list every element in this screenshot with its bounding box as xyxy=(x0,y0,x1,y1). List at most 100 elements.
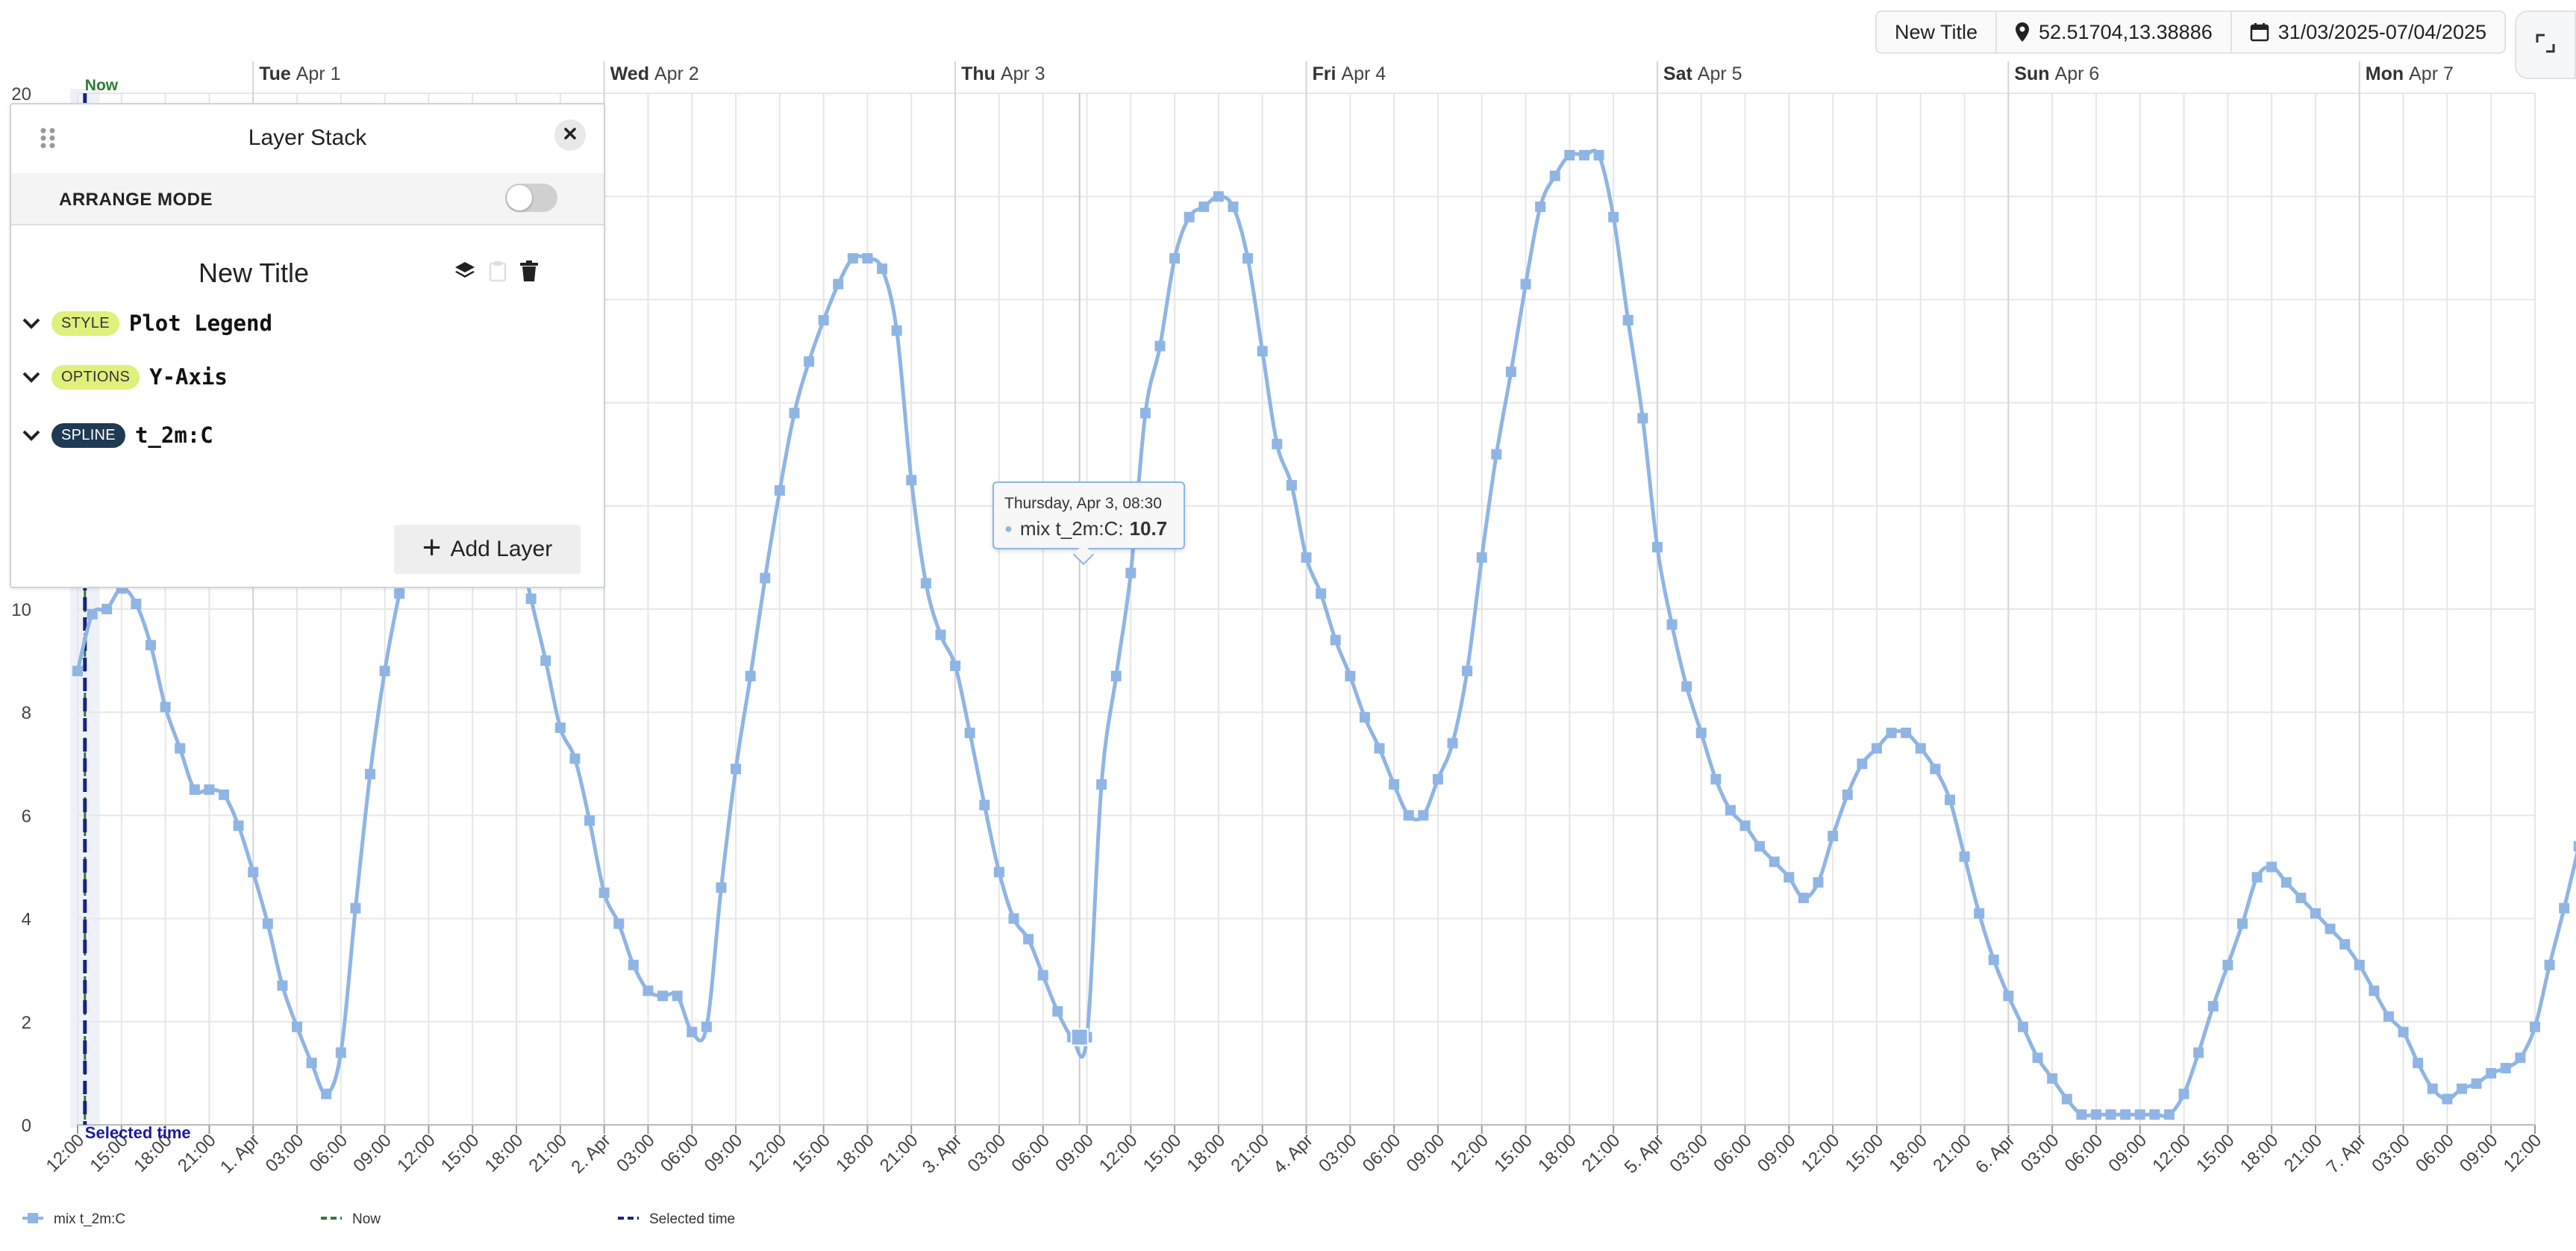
data-point xyxy=(613,918,625,929)
day-name: Fri xyxy=(1313,63,1342,84)
add-layer-button[interactable]: + Add Layer xyxy=(394,525,581,574)
series-dot-icon: ● xyxy=(1004,521,1013,536)
y-tick-label: 6 xyxy=(22,806,31,826)
location-label: 52.51704,13.38886 xyxy=(2039,20,2213,43)
arrange-mode-label: ARRANGE MODE xyxy=(59,190,213,210)
y-tick-label: 8 xyxy=(22,703,31,723)
data-point xyxy=(1769,856,1780,867)
data-point xyxy=(2090,1109,2101,1120)
x-tick-label: 09:00 xyxy=(2104,1130,2151,1176)
data-point xyxy=(1681,681,1692,692)
data-point xyxy=(2486,1067,2497,1079)
data-point xyxy=(292,1021,303,1032)
x-tick-label: 09:00 xyxy=(701,1130,747,1176)
data-point xyxy=(701,1021,712,1032)
data-point xyxy=(72,665,83,676)
data-point xyxy=(262,918,273,929)
location-button[interactable]: 52.51704,13.38886 xyxy=(1997,12,2232,52)
tooltip-series-line: ● mix t_2m:C: 10.7 xyxy=(1004,517,1167,540)
legend-marker xyxy=(28,1213,38,1223)
day-date: Apr 6 xyxy=(2055,63,2100,84)
x-tick-label: 21:00 xyxy=(1578,1130,1625,1176)
data-point xyxy=(862,253,873,264)
data-point xyxy=(1154,340,1166,352)
data-point xyxy=(1242,253,1254,264)
data-point xyxy=(2032,1052,2043,1064)
x-tick-label: 03:00 xyxy=(2017,1130,2063,1176)
data-point xyxy=(1828,831,1839,842)
layer-item-y-axis[interactable]: OPTIONS Y-Axis xyxy=(22,364,228,390)
x-tick-label: 06:00 xyxy=(1359,1130,1405,1176)
data-point xyxy=(160,702,171,713)
arrange-mode-toggle[interactable] xyxy=(505,184,557,212)
data-point xyxy=(2500,1062,2511,1073)
drag-handle-icon[interactable] xyxy=(40,127,56,153)
x-tick-label: 15:00 xyxy=(1490,1130,1536,1176)
y-tick-label: 10 xyxy=(11,600,31,620)
x-tick-label: 12:00 xyxy=(1798,1130,1844,1176)
data-point xyxy=(146,640,157,651)
data-point xyxy=(1608,211,1619,222)
trash-icon[interactable] xyxy=(519,260,539,282)
data-point xyxy=(1389,779,1400,790)
data-point xyxy=(1374,743,1385,754)
data-point xyxy=(1754,840,1766,852)
top-toolbar: New Title 52.51704,13.38886 31/03/2025-0… xyxy=(1875,10,2506,54)
expand-icon xyxy=(2534,32,2557,58)
data-point xyxy=(1257,346,1268,357)
layer-item-t2m[interactable]: SPLINE t_2m:C xyxy=(22,422,213,448)
chart-tooltip: Thursday, Apr 3, 08:30 ● mix t_2m:C: 10.… xyxy=(992,481,1185,566)
x-tick-label: 15:00 xyxy=(1139,1130,1186,1176)
day-header: Wed Apr 2 xyxy=(610,63,699,84)
hovered-data-point xyxy=(1070,1028,1089,1046)
day-date: Apr 1 xyxy=(296,63,341,84)
chevron-down-icon[interactable] xyxy=(22,370,41,384)
chevron-down-icon[interactable] xyxy=(22,428,41,442)
data-point xyxy=(2207,1001,2219,1012)
data-point xyxy=(2134,1109,2145,1120)
day-date: Apr 4 xyxy=(1341,63,1386,84)
data-point xyxy=(789,408,800,419)
x-tick-label: 03:00 xyxy=(1315,1130,1361,1176)
data-point xyxy=(1520,278,1531,290)
data-point xyxy=(2427,1083,2438,1094)
data-point xyxy=(920,578,931,589)
layer-group-title[interactable]: New Title xyxy=(198,258,310,288)
layer-item-plot-legend[interactable]: STYLE Plot Legend xyxy=(22,311,272,336)
date-range-button[interactable]: 31/03/2025-07/04/2025 xyxy=(2232,12,2504,52)
data-point xyxy=(2339,939,2351,950)
title-button[interactable]: New Title xyxy=(1877,12,1997,52)
copy-icon[interactable] xyxy=(488,260,507,282)
data-point xyxy=(2530,1021,2540,1032)
data-point xyxy=(1666,619,1678,630)
data-point xyxy=(2061,1094,2072,1105)
data-point xyxy=(2017,1021,2028,1032)
data-point xyxy=(598,887,610,899)
data-point xyxy=(2222,959,2233,970)
data-point xyxy=(2544,959,2555,970)
data-point xyxy=(2383,1011,2394,1022)
data-point xyxy=(964,727,975,738)
day-name: Sun xyxy=(2014,63,2054,84)
data-point xyxy=(687,1026,698,1038)
data-point xyxy=(1213,191,1224,202)
data-point xyxy=(1023,934,1034,945)
expand-button[interactable] xyxy=(2515,10,2576,79)
x-tick-label: 06:00 xyxy=(657,1130,703,1176)
close-panel-button[interactable] xyxy=(554,119,586,151)
x-tick-label: 06:00 xyxy=(306,1130,352,1176)
data-point xyxy=(1549,170,1560,181)
data-point xyxy=(2105,1109,2116,1120)
layers-icon[interactable] xyxy=(454,260,476,282)
data-point xyxy=(1886,727,1897,738)
data-point xyxy=(525,593,537,605)
x-tick-label: 12:00 xyxy=(2148,1130,2195,1176)
data-point xyxy=(2559,902,2570,914)
data-point xyxy=(628,959,639,970)
chevron-down-icon[interactable] xyxy=(22,316,41,330)
x-tick-label: 21:00 xyxy=(525,1130,572,1176)
data-point xyxy=(657,990,669,1002)
x-tick-label: 21:00 xyxy=(1227,1130,1273,1176)
data-point xyxy=(1198,202,1210,213)
day-date: Apr 2 xyxy=(654,63,699,84)
